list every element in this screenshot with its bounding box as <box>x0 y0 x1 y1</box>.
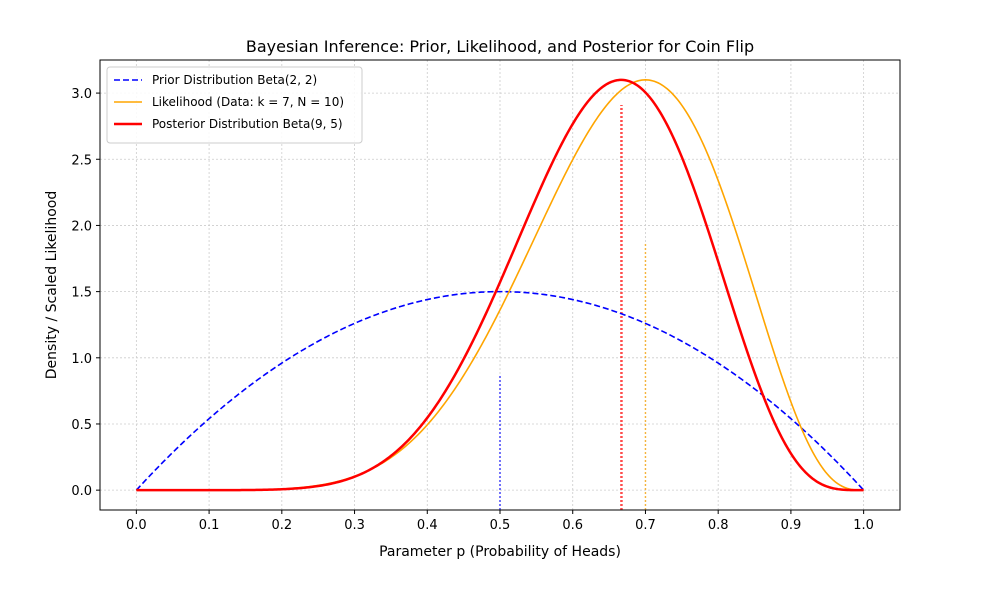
legend-label: Likelihood (Data: k = 7, N = 10) <box>152 95 344 109</box>
plot-frame <box>99 59 901 511</box>
x-tick-label: 0.7 <box>635 518 656 533</box>
y-ticks: 0.0 0.5 1.0 1.5 2.0 2.5 3.0 <box>71 87 100 499</box>
y-tick-label: 3.0 <box>71 87 92 102</box>
legend-label: Prior Distribution Beta(2, 2) <box>152 73 317 87</box>
chart-title: Bayesian Inference: Prior, Likelihood, a… <box>246 37 754 56</box>
series-line-posterior <box>136 78 864 492</box>
x-tick-label: 0.0 <box>126 518 147 533</box>
x-tick-label: 1.0 <box>853 518 874 533</box>
reference-lines <box>499 105 647 510</box>
legend: Prior Distribution Beta(2, 2) Likelihood … <box>106 66 363 144</box>
x-ticks: 0.0 0.1 0.2 0.3 0.4 0.5 0.6 0.7 0.8 0.9 1.0 <box>126 510 874 533</box>
legend-box <box>106 66 363 144</box>
x-tick-label: 0.1 <box>199 518 220 533</box>
x-tick-label: 0.2 <box>271 518 292 533</box>
series-curves <box>135 78 865 492</box>
y-tick-label: 0.0 <box>71 484 92 499</box>
x-tick-label: 0.3 <box>344 518 365 533</box>
y-axis-label: Density / Scaled Likelihood <box>44 191 60 379</box>
series-line-prior <box>135 290 865 491</box>
y-tick-label: 0.5 <box>71 418 92 433</box>
legend-label: Posterior Distribution Beta(9, 5) <box>152 117 343 131</box>
y-tick-label: 2.5 <box>71 153 92 168</box>
y-tick-label: 1.5 <box>71 286 92 301</box>
x-tick-label: 0.4 <box>417 518 438 533</box>
x-tick-label: 0.8 <box>708 518 729 533</box>
y-tick-label: 1.0 <box>71 352 92 367</box>
x-tick-label: 0.9 <box>781 518 802 533</box>
x-tick-label: 0.6 <box>562 518 583 533</box>
x-axis-label: Parameter p (Probability of Heads) <box>379 544 621 560</box>
x-tick-label: 0.5 <box>490 518 511 533</box>
y-tick-label: 2.0 <box>71 219 92 234</box>
